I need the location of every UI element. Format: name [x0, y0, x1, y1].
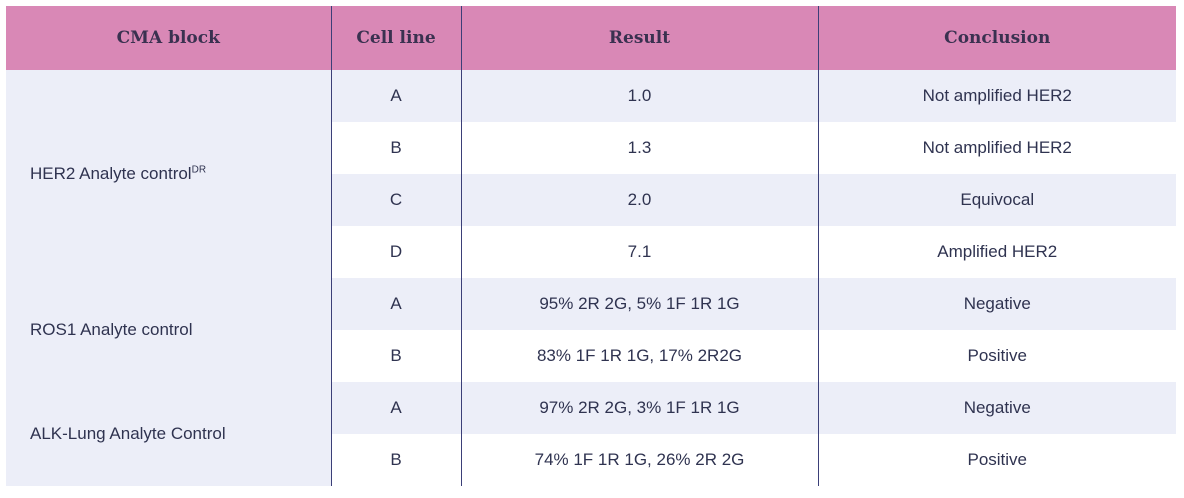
header-cell-line: Cell line: [330, 6, 461, 70]
table-row: B 1.3 Not amplified HER2: [6, 122, 1176, 174]
conclusion: Positive: [817, 434, 1176, 486]
result: 83% 1F 1R 1G, 17% 2R2G: [460, 330, 818, 382]
header-conclusion: Conclusion: [817, 6, 1176, 70]
result: 1.0: [460, 70, 818, 122]
cell-line: B: [330, 434, 461, 486]
table-row: B 83% 1F 1R 1G, 17% 2R2G Positive: [6, 330, 1176, 382]
header-row: CMA block Cell line Result Conclusion: [6, 6, 1176, 70]
cell-line: C: [330, 174, 461, 226]
result: 74% 1F 1R 1G, 26% 2R 2G: [460, 434, 818, 486]
conclusion: Equivocal: [817, 174, 1176, 226]
cell-line: B: [330, 122, 461, 174]
table-row: C 2.0 Equivocal: [6, 174, 1176, 226]
cell-line: A: [330, 278, 461, 330]
cma-block-label: HER2 Analyte control: [30, 164, 192, 183]
cma-block-superscript: DR: [191, 164, 207, 176]
cell-line: A: [330, 382, 461, 434]
table-row: D 7.1 Amplified HER2: [6, 226, 1176, 278]
table-row: HER2 Analyte controlDR A 1.0 Not amplifi…: [6, 70, 1176, 278]
result: 2.0: [460, 174, 818, 226]
table-row: B 74% 1F 1R 1G, 26% 2R 2G Positive: [6, 434, 1176, 486]
conclusion: Not amplified HER2: [817, 122, 1176, 174]
cma-block-alk-lung: ALK-Lung Analyte Control: [6, 382, 331, 486]
conclusion: Not amplified HER2: [817, 70, 1176, 122]
header-result: Result: [460, 6, 818, 70]
cma-results-table: CMA block Cell line Result Conclusion HE…: [6, 6, 1176, 486]
conclusion: Negative: [817, 382, 1176, 434]
table-row: ROS1 Analyte control A 95% 2R 2G, 5% 1F …: [6, 278, 1176, 382]
header-cma-block: CMA block: [6, 6, 331, 70]
table-row: ALK-Lung Analyte Control A 97% 2R 2G, 3%…: [6, 382, 1176, 486]
cma-block-her2: HER2 Analyte controlDR: [6, 70, 331, 278]
cell-line: D: [330, 226, 461, 278]
result: 95% 2R 2G, 5% 1F 1R 1G: [460, 278, 818, 330]
result: 97% 2R 2G, 3% 1F 1R 1G: [460, 382, 818, 434]
cma-block-ros1: ROS1 Analyte control: [6, 278, 331, 382]
conclusion: Amplified HER2: [817, 226, 1176, 278]
cell-line: A: [330, 70, 461, 122]
cell-line: B: [330, 330, 461, 382]
conclusion: Negative: [817, 278, 1176, 330]
result: 7.1: [460, 226, 818, 278]
result: 1.3: [460, 122, 818, 174]
conclusion: Positive: [817, 330, 1176, 382]
